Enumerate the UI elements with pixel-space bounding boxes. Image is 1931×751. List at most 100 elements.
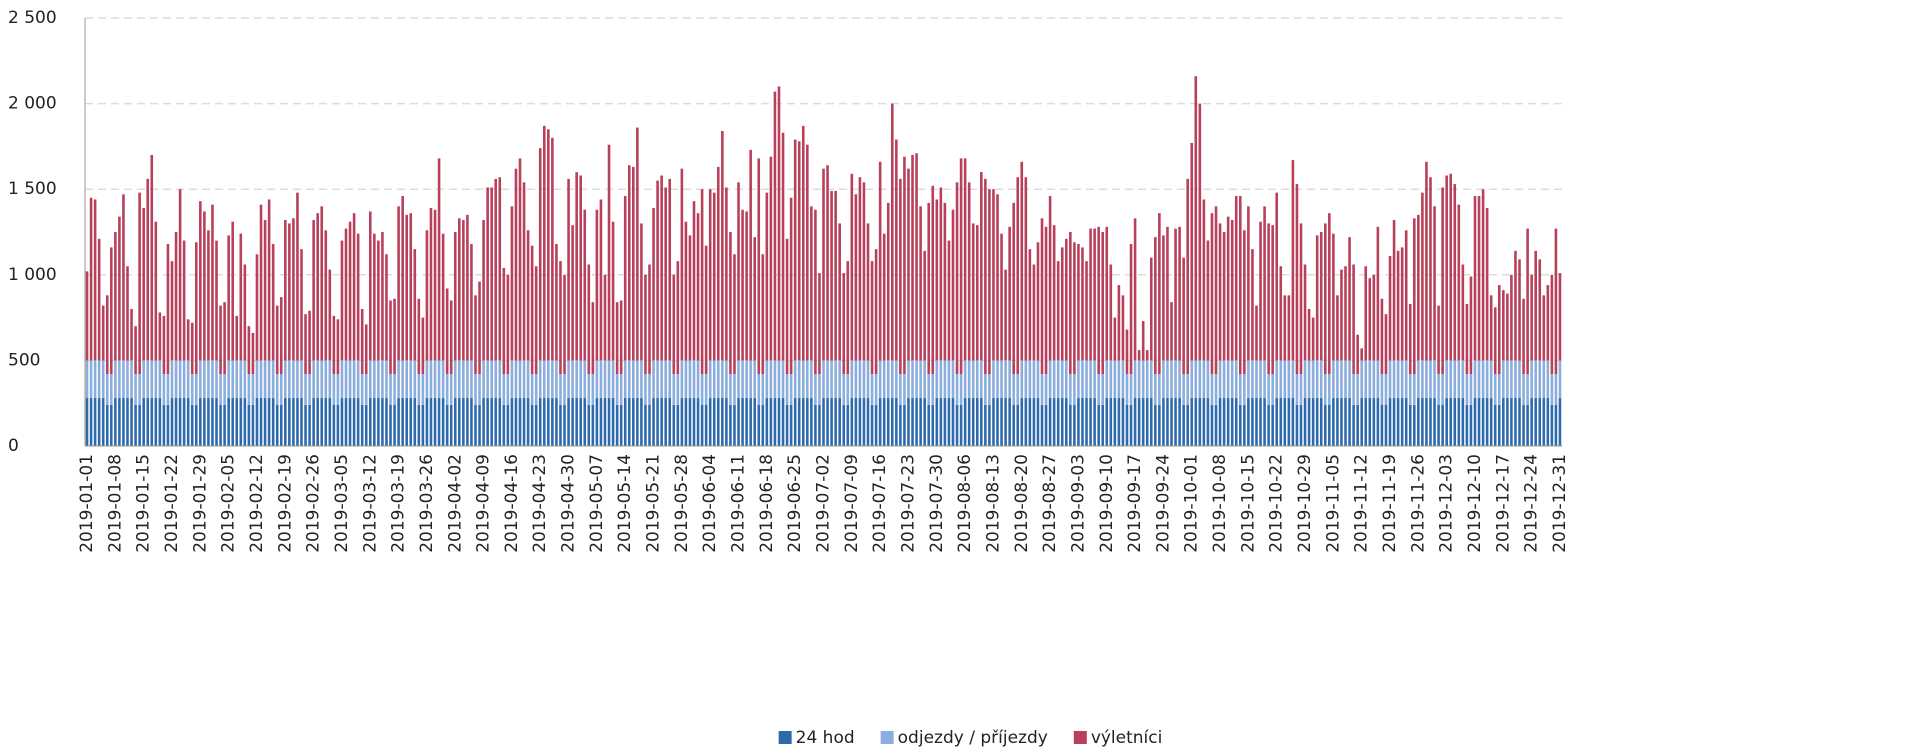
bar-segment	[1052, 225, 1056, 361]
bar-segment	[1453, 360, 1457, 399]
bar-segment	[110, 374, 113, 405]
bar-segment	[1380, 374, 1384, 405]
bar-segment	[1388, 360, 1392, 399]
bar-segment	[607, 144, 611, 361]
bar-segment	[474, 295, 477, 375]
bar-segment	[190, 322, 194, 375]
bar-segment	[470, 360, 473, 399]
bar-segment	[538, 360, 542, 399]
bar-segment	[304, 374, 307, 405]
bar-segment	[1101, 232, 1105, 375]
bar-segment	[1372, 398, 1376, 446]
bar-segment	[939, 187, 943, 361]
bar-segment	[975, 225, 979, 361]
bar-segment	[636, 398, 639, 446]
bar-segment	[1368, 278, 1372, 361]
bar-segment	[773, 398, 777, 446]
bar-segment	[547, 129, 550, 361]
bar-segment	[1526, 228, 1529, 375]
bar-segment	[1008, 226, 1011, 361]
bar-segment	[575, 360, 578, 399]
bar-segment	[1141, 398, 1145, 446]
bar-segment	[1465, 303, 1469, 375]
bar-segment	[1384, 314, 1388, 375]
bar-segment	[433, 360, 437, 399]
bar-segment	[1542, 398, 1546, 446]
bar-segment	[1178, 226, 1181, 361]
bar-segment	[122, 398, 125, 446]
bar-segment	[1214, 206, 1218, 375]
bar-segment	[1182, 404, 1185, 446]
bar-segment	[1109, 264, 1113, 361]
bar-segment	[336, 404, 340, 446]
bar-segment	[1352, 404, 1355, 446]
bar-segment	[729, 232, 732, 375]
bar-segment	[1526, 374, 1529, 405]
legend-swatch	[1073, 731, 1087, 744]
bar-segment	[919, 360, 922, 399]
bar-segment	[1263, 206, 1266, 361]
bar-segment	[251, 333, 255, 375]
bar-segment	[725, 398, 728, 446]
bar-segment	[749, 360, 752, 399]
bar-segment	[1469, 374, 1473, 405]
bar-segment	[1222, 398, 1226, 446]
bar-segment	[474, 374, 477, 405]
bar-segment	[1546, 360, 1550, 399]
bar-segment	[1097, 404, 1100, 446]
x-tick-label: 2019-05-14	[615, 454, 635, 553]
bar-segment	[502, 404, 506, 446]
bar-segment	[882, 398, 886, 446]
bar-segment	[1113, 360, 1117, 399]
bar-segment	[1392, 220, 1396, 361]
bar-segment	[858, 177, 862, 361]
bar-segment	[174, 360, 178, 399]
bar-segment	[97, 360, 101, 399]
bar-segment	[203, 360, 206, 399]
bar-segment	[381, 398, 384, 446]
x-tick-label: 2019-02-05	[219, 454, 239, 553]
bar-segment	[1085, 398, 1088, 446]
bar-segment	[599, 398, 603, 446]
bar-segment	[538, 148, 542, 361]
x-tick-label: 2019-08-13	[983, 454, 1003, 553]
bar-segment	[846, 261, 850, 375]
bar-segment	[445, 288, 449, 375]
bar-segment	[1073, 242, 1076, 375]
bar-segment	[1336, 295, 1339, 361]
bar-segment	[1064, 238, 1068, 361]
bar-segment	[943, 360, 947, 399]
bar-segment	[899, 374, 902, 405]
bar-segment	[114, 360, 117, 399]
bar-segment	[381, 360, 384, 399]
bar-segment	[482, 360, 485, 399]
bar-segment	[733, 254, 736, 375]
bar-segment	[526, 360, 530, 399]
bar-segment	[1016, 374, 1020, 405]
bar-segment	[1481, 398, 1485, 446]
bar-segment	[1149, 398, 1153, 446]
bar-segment	[846, 404, 850, 446]
bar-segment	[559, 374, 562, 405]
bar-segment	[1550, 274, 1554, 375]
bar-segment	[267, 360, 271, 399]
bar-segment	[494, 360, 498, 399]
bar-segment	[967, 182, 971, 361]
bar-segment	[559, 261, 562, 375]
x-tick-label: 2019-10-01	[1182, 454, 1202, 553]
bar-segment	[1032, 398, 1036, 446]
bar-segment	[1141, 360, 1145, 399]
bar-segment	[279, 404, 283, 446]
bar-segment	[623, 196, 627, 361]
bar-segment	[1356, 374, 1359, 405]
bar-segment	[1226, 216, 1230, 361]
bar-segment	[97, 238, 101, 361]
x-tick-label: 2019-12-24	[1522, 454, 1542, 553]
bar-segment	[1117, 360, 1121, 399]
bar-segment	[862, 360, 866, 399]
bar-segment	[389, 374, 392, 405]
bar-segment	[1166, 226, 1169, 361]
bar-segment	[1336, 398, 1339, 446]
bar-segment	[1299, 374, 1303, 405]
bar-segment	[393, 298, 396, 375]
